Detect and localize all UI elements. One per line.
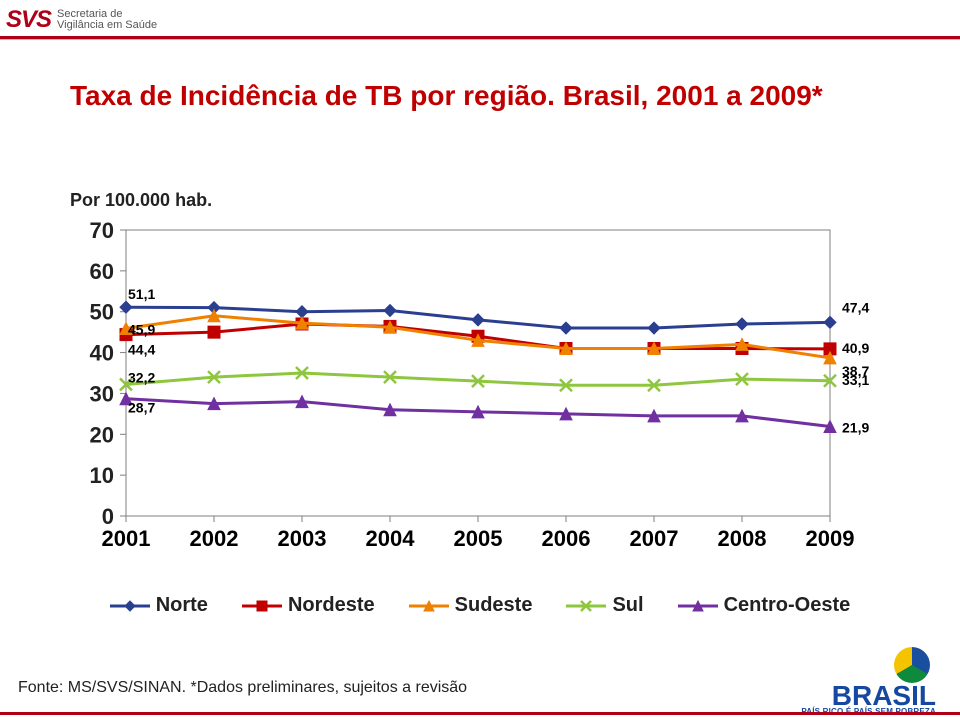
svg-text:51,1: 51,1 <box>128 286 155 302</box>
svg-text:47,4: 47,4 <box>842 299 869 315</box>
svg-text:2002: 2002 <box>190 526 239 551</box>
svg-text:2008: 2008 <box>718 526 767 551</box>
legend-label: Centro-Oeste <box>724 594 851 617</box>
legend: Norte Nordeste Sudeste Sul Centro-Oeste <box>70 594 890 617</box>
svg-text:21,9: 21,9 <box>842 420 869 436</box>
line-chart: 0102030405060702001200220032004200520062… <box>70 220 890 580</box>
logo-text: SVS <box>6 6 51 34</box>
svg-text:10: 10 <box>90 463 114 488</box>
chart-svg: 0102030405060702001200220032004200520062… <box>70 220 890 580</box>
svg-text:28,7: 28,7 <box>128 400 155 416</box>
legend-label: Nordeste <box>288 594 375 617</box>
footer-rule <box>0 712 960 715</box>
legend-marker-icon <box>409 597 449 615</box>
legend-item-norte: Norte <box>110 594 208 617</box>
legend-item-sul: Sul <box>566 594 643 617</box>
legend-marker-icon <box>566 597 606 615</box>
svg-text:2003: 2003 <box>278 526 327 551</box>
svg-text:70: 70 <box>90 220 114 243</box>
svg-text:32,2: 32,2 <box>128 369 155 385</box>
svg-text:45,9: 45,9 <box>128 321 155 337</box>
header: SVS Secretaria de Vigilância em Saúde <box>0 0 960 40</box>
chart-title: Taxa de Incidência de TB por região. Bra… <box>70 80 900 112</box>
legend-label: Sul <box>612 594 643 617</box>
slide: SVS Secretaria de Vigilância em Saúde Ta… <box>0 0 960 717</box>
logo-subtitle: Secretaria de Vigilância em Saúde <box>57 9 157 31</box>
svs-logo: SVS Secretaria de Vigilância em Saúde <box>0 6 157 34</box>
legend-marker-icon <box>678 597 718 615</box>
legend-item-centro_oeste: Centro-Oeste <box>678 594 851 617</box>
svg-text:2005: 2005 <box>454 526 503 551</box>
svg-text:50: 50 <box>90 300 114 325</box>
header-rule <box>0 36 960 39</box>
svg-text:40: 40 <box>90 341 114 366</box>
source-footer: Fonte: MS/SVS/SINAN. *Dados preliminares… <box>18 679 467 697</box>
svg-text:33,1: 33,1 <box>842 372 869 388</box>
legend-label: Sudeste <box>455 594 533 617</box>
legend-marker-icon <box>110 597 150 615</box>
svg-text:2004: 2004 <box>366 526 416 551</box>
svg-text:2006: 2006 <box>542 526 591 551</box>
svg-text:2007: 2007 <box>630 526 679 551</box>
svg-text:60: 60 <box>90 259 114 284</box>
svg-text:40,9: 40,9 <box>842 340 869 356</box>
legend-item-nordeste: Nordeste <box>242 594 375 617</box>
legend-label: Norte <box>156 594 208 617</box>
legend-item-sudeste: Sudeste <box>409 594 533 617</box>
y-axis-label: Por 100.000 hab. <box>70 190 212 211</box>
svg-text:20: 20 <box>90 422 114 447</box>
svg-text:2001: 2001 <box>102 526 151 551</box>
brasil-arc-icon <box>894 647 930 683</box>
svg-text:30: 30 <box>90 381 114 406</box>
svg-text:44,4: 44,4 <box>128 342 155 358</box>
svg-text:2009: 2009 <box>806 526 855 551</box>
brasil-logo: BRASIL PAÍS RICO É PAÍS SEM POBREZA <box>796 647 936 709</box>
legend-marker-icon <box>242 597 282 615</box>
